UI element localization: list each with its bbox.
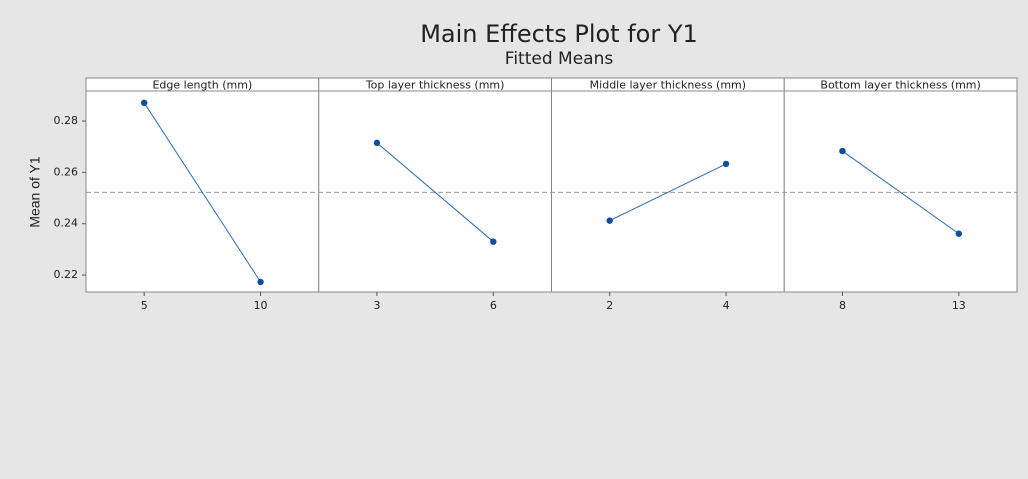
x-tick-label: 6 bbox=[490, 299, 497, 312]
panel-title: Top layer thickness (mm) bbox=[365, 79, 505, 92]
panel-title: Bottom layer thickness (mm) bbox=[820, 79, 980, 92]
panel-plot-area bbox=[783, 90, 1018, 293]
y-tick-label: 0.28 bbox=[54, 114, 79, 127]
chart-subtitle: Fitted Means bbox=[505, 49, 614, 69]
x-tick-label: 13 bbox=[952, 299, 966, 312]
effect-line bbox=[143, 102, 261, 283]
mean-point bbox=[140, 99, 148, 107]
panel-title: Edge length (mm) bbox=[152, 79, 252, 92]
x-tick-label: 2 bbox=[606, 299, 613, 312]
mean-point bbox=[722, 160, 730, 168]
y-tick-label: 0.26 bbox=[54, 165, 79, 178]
mean-point bbox=[490, 238, 497, 245]
x-tick-label: 10 bbox=[254, 299, 268, 312]
x-tick-label: 8 bbox=[839, 299, 846, 312]
panel-title: Middle layer thickness (mm) bbox=[590, 79, 746, 92]
mean-point bbox=[257, 278, 264, 286]
effect-line bbox=[842, 150, 960, 235]
mean-point bbox=[955, 230, 963, 237]
x-tick-label: 4 bbox=[723, 299, 730, 312]
panel-plot-area bbox=[551, 90, 785, 293]
chart-title: Main Effects Plot for Y1 bbox=[420, 20, 698, 48]
mean-point bbox=[839, 147, 846, 155]
effect-line bbox=[376, 142, 494, 243]
x-tick-label: 5 bbox=[141, 299, 148, 312]
panel-plot-area bbox=[318, 90, 552, 293]
mean-point bbox=[606, 217, 613, 224]
y-tick-label: 0.24 bbox=[54, 217, 79, 230]
effect-line bbox=[609, 163, 727, 222]
y-axis-label: Mean of Y1 bbox=[27, 156, 43, 228]
x-tick-label: 3 bbox=[373, 299, 380, 312]
mean-point bbox=[373, 139, 381, 147]
y-tick-label: 0.22 bbox=[54, 268, 79, 281]
